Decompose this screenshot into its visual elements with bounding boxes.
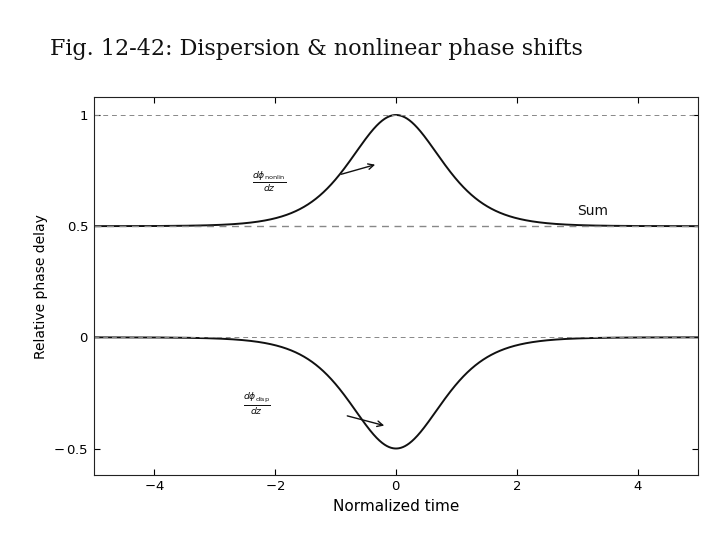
Text: $\frac{d\phi_{\rm nonlin}}{dz}$: $\frac{d\phi_{\rm nonlin}}{dz}$ xyxy=(252,170,286,194)
Text: $\frac{d\phi_{\rm disp}}{dz}$: $\frac{d\phi_{\rm disp}}{dz}$ xyxy=(243,392,271,416)
Text: Fig. 12-42: Dispersion & nonlinear phase shifts: Fig. 12-42: Dispersion & nonlinear phase… xyxy=(50,38,583,60)
X-axis label: Normalized time: Normalized time xyxy=(333,498,459,514)
Y-axis label: Relative phase delay: Relative phase delay xyxy=(34,214,48,359)
Text: Sum: Sum xyxy=(577,204,608,218)
